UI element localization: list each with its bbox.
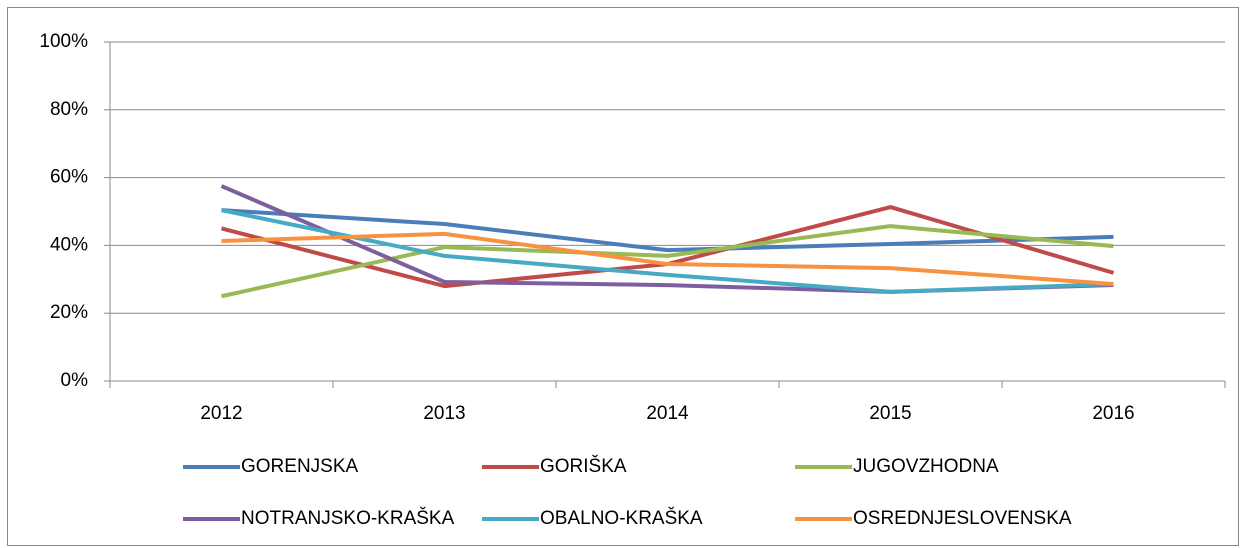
series-line [221,224,1114,299]
y-tick-label: 40% [50,234,88,255]
series-line [221,208,1114,294]
x-tick-label: 2016 [1092,403,1134,424]
legend-label: GORIŠKA [540,455,627,477]
x-tick-label: 2015 [869,403,911,424]
series-line [221,208,1114,253]
series-line [221,231,1114,287]
y-tick-label: 60% [50,167,88,188]
y-tick-label: 20% [50,302,88,323]
x-tick-label: 2014 [646,403,689,424]
legend-label: JUGOVZHODNA [853,456,999,477]
legend-label: OSREDNJESLOVENSKA [853,508,1072,529]
legend-label: OBALNO-KRAŠKA [540,507,703,529]
y-tick-label: 100% [39,31,88,52]
y-tick-label: 80% [50,99,88,120]
x-tick-label: 2012 [200,403,242,424]
y-tick-label: 0% [61,370,89,391]
legend-label: GORENJSKA [241,456,359,477]
x-tick-label: 2013 [423,403,465,424]
legend-label: NOTRANJSKO-KRAŠKA [241,507,455,529]
